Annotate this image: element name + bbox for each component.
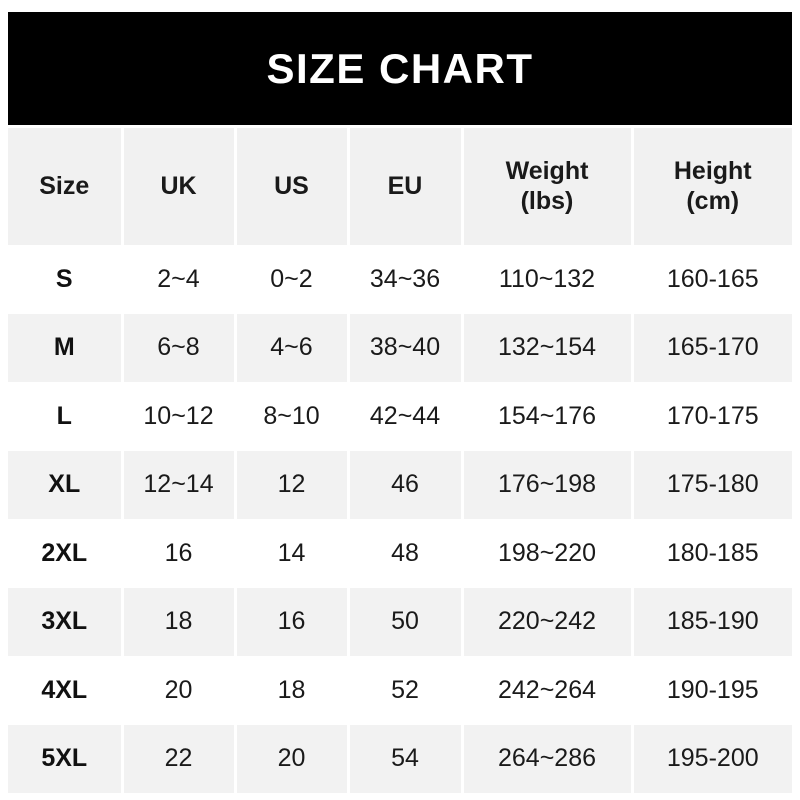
cell-size: L <box>8 382 124 451</box>
cell-weight: 242~264 <box>462 656 634 725</box>
cell-size: 2XL <box>8 519 124 588</box>
cell-eu: 38~40 <box>348 313 464 382</box>
cell-height: 185-190 <box>666 607 759 636</box>
table-row: M 6~8 4~6 38~40 132~154 165-170 <box>8 313 792 382</box>
cell-weight: 198~220 <box>462 519 634 588</box>
header-row: Size UK US EU Weight (lbs) Height (cm) <box>8 128 792 245</box>
cell-us: 4~6 <box>235 313 350 382</box>
table-row: 5XL 22 20 54 264~286 195-200 <box>8 724 792 793</box>
cell-height: 175-180 <box>666 470 759 499</box>
cell-weight: 132~154 <box>462 313 634 382</box>
column-header-weight-unit: (lbs) <box>520 186 574 215</box>
cell-height: 190-195 <box>666 675 759 704</box>
column-header-weight-label: Weight <box>505 157 589 185</box>
cell-us: 18 <box>235 656 350 725</box>
cell-size: XL <box>8 450 124 519</box>
size-chart-table: Size UK US EU Weight (lbs) Height (cm) <box>8 128 792 793</box>
column-header-eu: EU <box>348 128 464 245</box>
table-row: XL 12~14 12 46 176~198 175-180 <box>8 450 792 519</box>
cell-us: 12 <box>235 450 350 519</box>
column-header-height: Height (cm) <box>632 128 792 245</box>
cell-weight: 154~176 <box>462 382 634 451</box>
cell-uk: 16 <box>122 519 237 588</box>
column-header-us-label: US <box>274 171 309 200</box>
cell-uk: 22 <box>122 724 237 793</box>
cell-height: 170-175 <box>666 401 759 430</box>
table-row: S 2~4 0~2 34~36 110~132 160-165 <box>8 245 792 314</box>
table-row: 3XL 18 16 50 220~242 185-190 <box>8 587 792 656</box>
cell-uk: 10~12 <box>122 382 237 451</box>
cell-eu: 48 <box>348 519 464 588</box>
column-header-uk-label: UK <box>160 171 197 200</box>
column-header-height-unit: (cm) <box>686 186 740 215</box>
cell-height: 165-170 <box>666 333 759 362</box>
cell-uk: 12~14 <box>122 450 237 519</box>
page-title: SIZE CHART <box>266 44 534 92</box>
cell-size: 4XL <box>8 656 124 725</box>
column-header-size-label: Size <box>39 171 90 200</box>
column-header-eu-label: EU <box>387 171 423 200</box>
cell-eu: 42~44 <box>348 382 464 451</box>
cell-us: 8~10 <box>235 382 350 451</box>
column-header-height-label: Height <box>673 157 752 185</box>
cell-weight: 264~286 <box>462 724 634 793</box>
cell-size: 5XL <box>8 724 124 793</box>
column-header-weight: Weight (lbs) <box>462 128 634 245</box>
table-row: 4XL 20 18 52 242~264 190-195 <box>8 656 792 725</box>
cell-uk: 6~8 <box>122 313 237 382</box>
cell-height: 195-200 <box>666 744 759 773</box>
cell-weight: 110~132 <box>462 245 634 314</box>
cell-uk: 2~4 <box>122 245 237 314</box>
column-header-uk: UK <box>122 128 237 245</box>
table-body: S 2~4 0~2 34~36 110~132 160-165 M 6~8 4~… <box>8 245 792 793</box>
title-banner: SIZE CHART <box>8 12 792 125</box>
cell-eu: 46 <box>348 450 464 519</box>
cell-size: S <box>8 245 124 314</box>
cell-height: 180-185 <box>666 538 759 567</box>
cell-weight: 220~242 <box>462 587 634 656</box>
table-row: 2XL 16 14 48 198~220 180-185 <box>8 519 792 588</box>
table-row: L 10~12 8~10 42~44 154~176 170-175 <box>8 382 792 451</box>
cell-uk: 18 <box>122 587 237 656</box>
cell-us: 20 <box>235 724 350 793</box>
cell-us: 0~2 <box>235 245 350 314</box>
cell-uk: 20 <box>122 656 237 725</box>
cell-eu: 54 <box>348 724 464 793</box>
column-header-us: US <box>235 128 350 245</box>
cell-size: 3XL <box>8 587 124 656</box>
cell-eu: 52 <box>348 656 464 725</box>
table-header: Size UK US EU Weight (lbs) Height (cm) <box>8 128 792 245</box>
cell-height: 160-165 <box>666 264 759 293</box>
column-header-size: Size <box>8 128 124 245</box>
cell-us: 14 <box>235 519 350 588</box>
cell-us: 16 <box>235 587 350 656</box>
cell-eu: 34~36 <box>348 245 464 314</box>
cell-eu: 50 <box>348 587 464 656</box>
cell-weight: 176~198 <box>462 450 634 519</box>
cell-size: M <box>8 313 124 382</box>
